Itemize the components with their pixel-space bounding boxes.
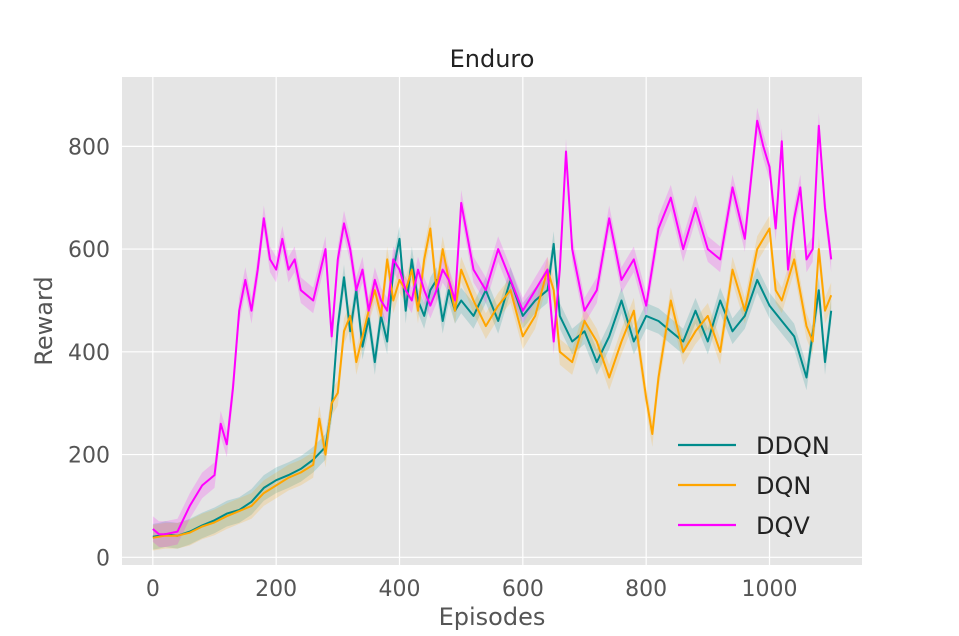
- band-dqv: [152, 107, 832, 548]
- chart-title: Enduro: [450, 45, 535, 73]
- legend-label-dqv: DQV: [756, 512, 810, 540]
- y-tick-label: 600: [68, 238, 110, 263]
- line-dqv: [152, 119, 833, 536]
- x-tick-label: 200: [255, 577, 297, 602]
- legend-label-dqn: DQN: [756, 472, 811, 500]
- legend-label-ddqn: DDQN: [756, 432, 830, 460]
- legend: DDQN DQN DQV: [678, 432, 830, 540]
- x-tick-label: 1000: [742, 577, 798, 602]
- y-tick-label: 200: [68, 444, 110, 469]
- grid-lines: [122, 77, 862, 565]
- series-lines: [152, 107, 833, 551]
- y-axis-label: Reward: [30, 276, 58, 365]
- y-tick-label: 800: [68, 135, 110, 160]
- x-axis-label: Episodes: [439, 603, 546, 631]
- y-tick-label: 0: [96, 546, 110, 571]
- y-tick-label: 400: [68, 341, 110, 366]
- tick-labels: 0 200 400 600 800 1000 0 200 400 600 800: [68, 135, 798, 602]
- x-tick-label: 600: [502, 577, 544, 602]
- x-tick-label: 400: [379, 577, 421, 602]
- x-tick-label: 0: [146, 577, 160, 602]
- plot-background: [122, 77, 862, 565]
- x-tick-label: 800: [625, 577, 667, 602]
- line-dqn: [152, 227, 833, 539]
- line-ddqn: [152, 237, 833, 538]
